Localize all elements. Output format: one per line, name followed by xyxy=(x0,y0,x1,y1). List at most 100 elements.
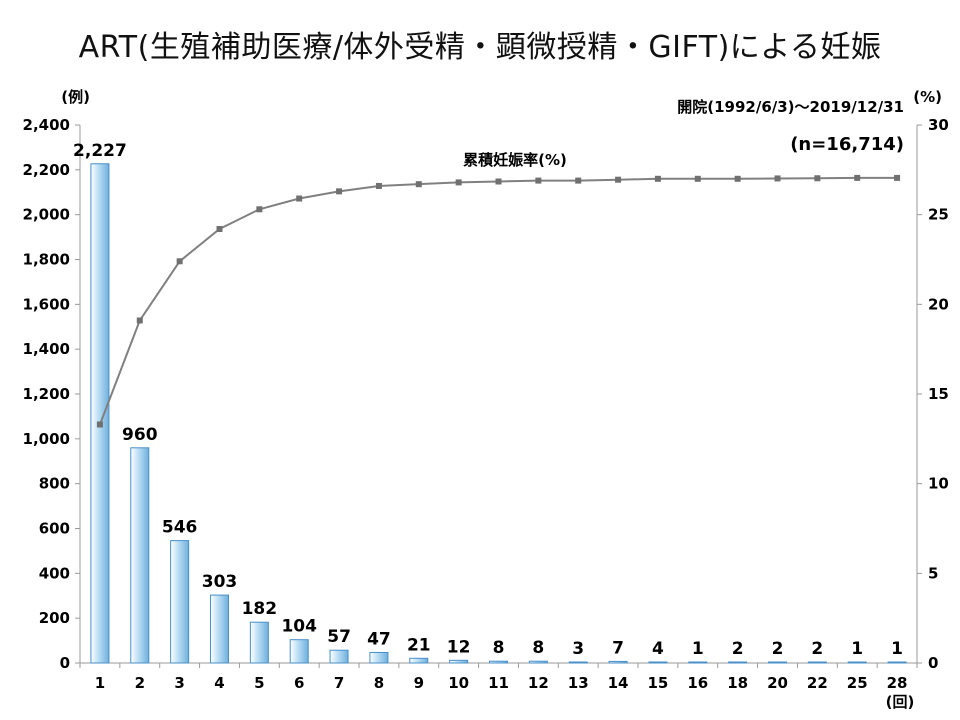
bar xyxy=(768,661,787,664)
left-tick-label: 2,400 xyxy=(23,116,70,134)
bar xyxy=(807,661,827,664)
x-tick-label: 13 xyxy=(568,674,589,692)
x-tick-label: 14 xyxy=(608,674,629,692)
line-point xyxy=(176,258,183,265)
x-tick-label: 9 xyxy=(414,674,424,692)
bar-value-label: 47 xyxy=(367,629,391,649)
bar-value-label: 12 xyxy=(447,637,471,657)
x-tick-label: 6 xyxy=(294,674,304,692)
x-axis-unit: (回) xyxy=(886,693,915,711)
x-tick-label: 7 xyxy=(334,674,344,692)
right-tick-label: 30 xyxy=(928,116,949,134)
line-point xyxy=(455,179,462,186)
bar xyxy=(528,660,548,664)
left-tick-label: 1,600 xyxy=(23,295,70,313)
bar-value-label: 546 xyxy=(162,518,198,538)
x-tick-label: 22 xyxy=(807,674,828,692)
x-tick-label: 16 xyxy=(687,674,708,692)
bar xyxy=(289,639,309,664)
bar xyxy=(728,661,748,664)
right-tick-label: 5 xyxy=(928,564,938,582)
bar xyxy=(688,661,708,664)
bar-value-label: 1 xyxy=(692,639,704,659)
bar-value-label: 2 xyxy=(811,639,823,659)
right-axis-unit: (%) xyxy=(913,88,942,106)
bar-value-label: 8 xyxy=(493,638,505,658)
axes: 02004006008001,0001,2001,4001,6001,8002,… xyxy=(23,116,949,692)
line-point xyxy=(615,176,622,183)
x-tick-label: 25 xyxy=(847,674,868,692)
bars xyxy=(90,163,907,664)
line-point xyxy=(216,226,223,233)
bar xyxy=(608,660,628,664)
line-point xyxy=(694,175,701,182)
line-point xyxy=(734,175,741,182)
bar xyxy=(449,659,469,664)
line-series-label: 累積妊娠率(%) xyxy=(463,151,567,169)
x-tick-label: 28 xyxy=(887,674,908,692)
bar xyxy=(887,661,907,664)
left-tick-label: 1,800 xyxy=(23,251,70,269)
left-axis-unit: (例) xyxy=(61,88,90,106)
right-tick-label: 10 xyxy=(928,475,949,493)
line-point xyxy=(575,177,582,184)
right-tick-label: 25 xyxy=(928,206,949,224)
bar-value-label: 2 xyxy=(772,639,784,659)
bar-value-label: 2,227 xyxy=(73,141,127,161)
bar xyxy=(648,661,668,664)
bar-value-label: 303 xyxy=(202,572,238,592)
bar xyxy=(249,621,269,664)
bar xyxy=(489,660,508,664)
bar-value-label: 182 xyxy=(242,599,278,619)
bar xyxy=(369,651,389,664)
bar-value-label: 57 xyxy=(327,627,351,647)
left-tick-label: 200 xyxy=(39,609,70,627)
bar-value-label: 1 xyxy=(891,639,903,659)
left-tick-label: 600 xyxy=(39,520,70,538)
x-tick-label: 15 xyxy=(647,674,668,692)
line-point xyxy=(854,174,861,181)
bar xyxy=(847,661,867,664)
left-tick-label: 1,200 xyxy=(23,385,70,403)
left-tick-label: 1,000 xyxy=(23,430,70,448)
line-point xyxy=(296,195,303,202)
bar-value-label: 2 xyxy=(732,639,744,659)
x-tick-label: 11 xyxy=(488,674,509,692)
right-tick-label: 20 xyxy=(928,295,949,313)
line-point xyxy=(535,177,542,184)
bar-value-label: 21 xyxy=(407,635,431,655)
line-point xyxy=(375,182,382,189)
bar-value-label: 7 xyxy=(612,638,624,658)
right-tick-label: 0 xyxy=(928,654,938,672)
line-point xyxy=(336,188,343,195)
left-tick-label: 800 xyxy=(39,475,70,493)
right-tick-label: 15 xyxy=(928,385,949,403)
x-tick-label: 3 xyxy=(174,674,184,692)
line-point xyxy=(136,317,143,324)
period-note: 開院(1992/6/3)～2019/12/31 xyxy=(677,98,904,116)
x-tick-label: 18 xyxy=(727,674,748,692)
bar xyxy=(409,657,429,664)
x-tick-label: 5 xyxy=(254,674,264,692)
cumulative-line xyxy=(96,174,901,428)
left-tick-label: 2,000 xyxy=(23,206,70,224)
bar-value-label: 3 xyxy=(572,639,584,659)
line-point xyxy=(654,175,661,182)
bar-value-label: 104 xyxy=(281,617,317,637)
bar xyxy=(90,163,110,664)
x-tick-label: 1 xyxy=(95,674,105,692)
bar xyxy=(210,594,229,664)
left-tick-label: 400 xyxy=(39,564,70,582)
x-tick-label: 12 xyxy=(528,674,549,692)
bar xyxy=(130,447,150,664)
line-point xyxy=(495,178,502,185)
chart-title: ART(生殖補助医療/体外受精・顕微授精・GIFT)による妊娠 xyxy=(78,30,882,65)
x-tick-label: 8 xyxy=(374,674,384,692)
line-point xyxy=(774,175,781,182)
line-point xyxy=(814,175,821,182)
cumulative-rate-line xyxy=(98,176,898,425)
bar-value-label: 4 xyxy=(652,639,664,659)
bar-value-label: 8 xyxy=(532,638,544,658)
